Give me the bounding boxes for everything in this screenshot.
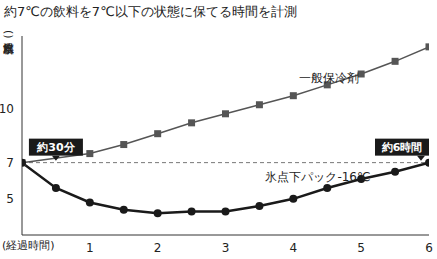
svg-text:5: 5 [357, 241, 365, 255]
svg-text:約30分: 約30分 [36, 141, 75, 154]
svg-text:4: 4 [290, 241, 298, 255]
svg-text:2: 2 [154, 241, 162, 255]
html-text:(経過時間): (経過時間) [2, 239, 55, 252]
svg-text:10: 10 [8, 102, 14, 116]
svg-text:7: 7 [8, 156, 14, 170]
svg-text:氷点下パック-16℃: 氷点下パック-16℃ [265, 170, 370, 184]
svg-text:1: 1 [86, 241, 94, 255]
html-text:約7℃の飲料を7℃以下の状態に保てる時間を計測: 約7℃の飲料を7℃以下の状態に保てる時間を計測 [4, 4, 297, 19]
svg-text:5: 5 [8, 192, 14, 206]
svg-text:約6時間: 約6時間 [381, 141, 423, 154]
svg-text:3: 3 [222, 241, 230, 255]
html-text:(飲料水温度): (飲料水温度) [2, 30, 15, 39]
svg-text:6: 6 [425, 241, 429, 255]
svg-text:一般保冷剤: 一般保冷剤 [299, 71, 359, 85]
